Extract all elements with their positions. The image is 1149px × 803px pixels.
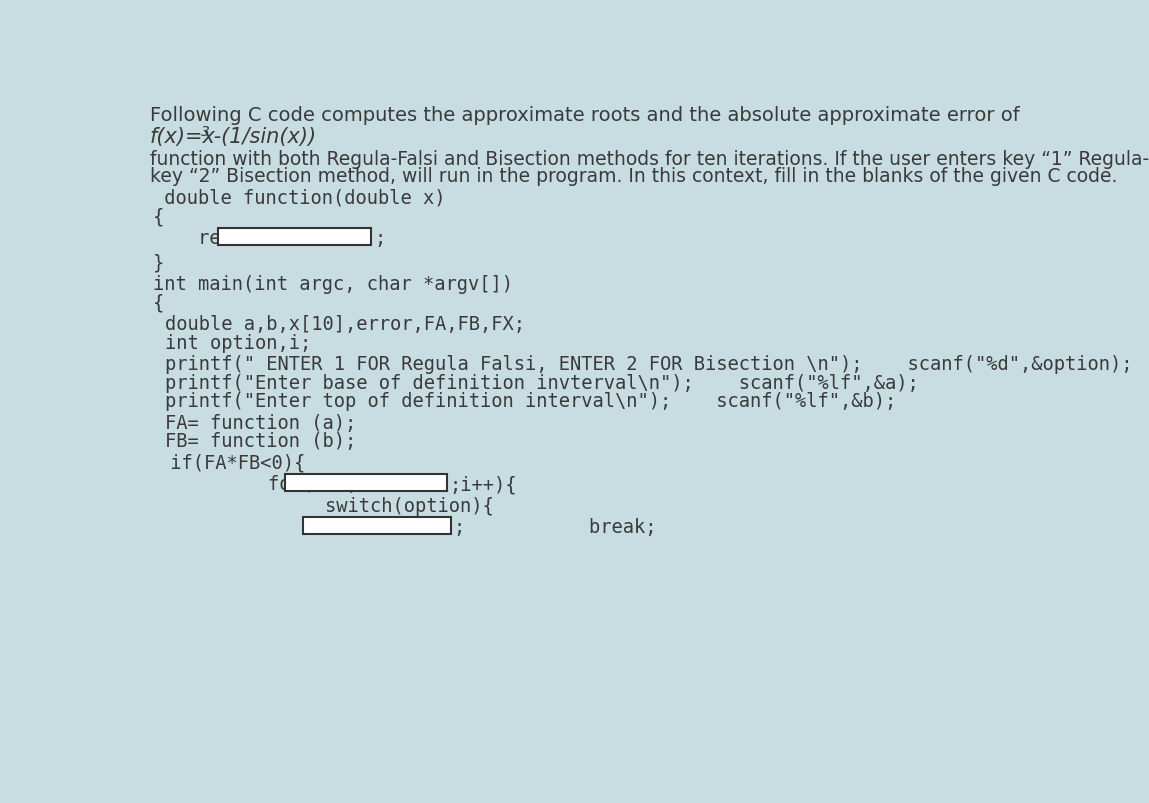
Text: if(FA*FB<0){: if(FA*FB<0){ <box>159 453 306 472</box>
Text: -(1/sin(x)): -(1/sin(x)) <box>207 127 316 147</box>
Text: {: { <box>153 207 164 226</box>
Text: return: return <box>153 229 265 247</box>
Text: FA= function (a);: FA= function (a); <box>165 414 356 432</box>
Text: int option,i;: int option,i; <box>165 333 311 353</box>
Text: Following C code computes the approximate roots and the absolute approximate err: Following C code computes the approximat… <box>149 105 1019 124</box>
Text: FB= function (b);: FB= function (b); <box>165 432 356 450</box>
Text: key “2” Bisection method, will run in the program. In this context, fill in the : key “2” Bisection method, will run in th… <box>149 167 1117 186</box>
Text: printf(" ENTER 1 FOR Regula Falsi, ENTER 2 FOR Bisection \n");    scanf("%d",&op: printf(" ENTER 1 FOR Regula Falsi, ENTER… <box>165 355 1133 373</box>
FancyBboxPatch shape <box>303 518 450 535</box>
Text: double function(double x): double function(double x) <box>153 189 446 208</box>
Text: switch(option){: switch(option){ <box>190 496 494 516</box>
Text: ;i++){: ;i++){ <box>449 475 516 494</box>
Text: ;: ; <box>375 229 386 247</box>
Text: }: } <box>153 253 164 272</box>
Text: printf("Enter base of definition invterval\n");    scanf("%lf",&a);: printf("Enter base of definition invterv… <box>165 373 919 392</box>
Text: {: { <box>153 293 164 312</box>
Text: 3: 3 <box>201 124 210 139</box>
Text: int main(int argc, char *argv[]): int main(int argc, char *argv[]) <box>153 275 512 294</box>
Text: case 1:: case 1: <box>190 518 404 536</box>
Text: printf("Enter top of definition interval\n");    scanf("%lf",&b);: printf("Enter top of definition interval… <box>165 392 896 410</box>
Text: f(x)=x: f(x)=x <box>149 127 216 147</box>
FancyBboxPatch shape <box>285 475 447 491</box>
Text: for(i=0;i<: for(i=0;i< <box>178 475 380 494</box>
FancyBboxPatch shape <box>218 229 371 246</box>
Text: ;           break;: ; break; <box>454 518 656 536</box>
Text: function with both Regula-Falsi and Bisection methods for ten iterations. If the: function with both Regula-Falsi and Bise… <box>149 150 1149 169</box>
Text: double a,b,x[10],error,FA,FB,FX;: double a,b,x[10],error,FA,FB,FX; <box>165 315 525 334</box>
